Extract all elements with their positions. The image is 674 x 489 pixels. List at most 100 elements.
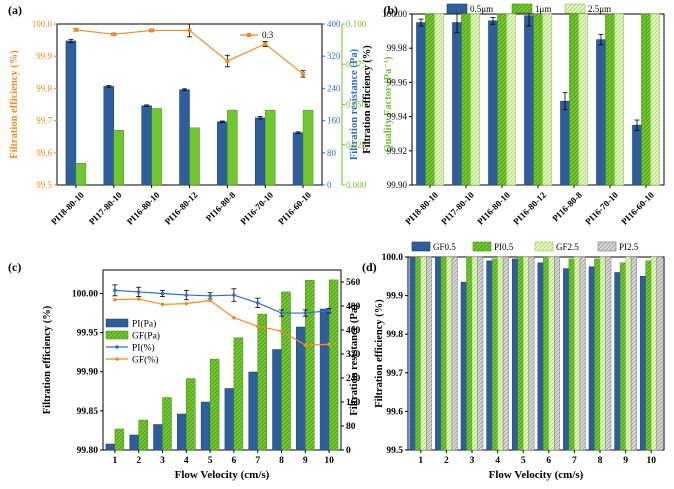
c-gf-pct-point [303,343,308,347]
d-x-tick-label: 4 [495,456,500,466]
d-y-tick-label: 99.7 [386,369,403,379]
d-bar-0 [409,256,416,451]
c-gf-pa-bar [305,279,315,451]
c-gf-pa-bar [114,428,125,451]
b-y-axis-title: Filtration efficiency (%) [362,45,373,154]
c-gf-pa-bar [138,419,148,451]
a-right2-tick-label: 0.050 [346,100,367,110]
d-bar-2 [471,256,478,451]
d-bar-0 [486,260,493,451]
d-bar-3 [579,256,586,451]
a-panel-label: (a) [8,3,22,17]
d-y-tick-label: 99.8 [386,330,403,340]
c-gf-pa-bar [162,397,172,451]
c-panel-label: (c) [8,260,21,274]
a-right2-tick-label: 0.075 [346,59,367,69]
a-resistance-bar [292,132,304,186]
d-plot-frame [407,256,665,451]
a-right2-tick-label: 0.000 [346,180,367,190]
b-bar-2 [578,13,588,186]
c-x-tick-label: 2 [136,456,141,466]
d-bar-3 [477,256,484,451]
a-legend-marker [247,33,251,37]
c-pi-pa-bar [248,371,258,451]
c-left-tick-label: 99.85 [77,407,99,417]
c-right-tick-label: 0 [346,446,351,456]
d-x-tick-label: 7 [572,456,577,466]
c-pi-pa-bar [224,388,235,451]
a-right1-tick-label: 160 [327,116,341,126]
a-right2-tick-label: 0.025 [346,140,367,150]
a-efficiency-point [301,71,306,76]
b-y-tick-label: 99.96 [387,77,408,87]
d-x-axis-title: Flow Velocity (cm/s) [489,469,584,481]
c-plot-frame [102,269,342,451]
b-bar-0 [452,22,462,186]
a-resistance-bar [217,121,228,186]
d-bar-1 [440,256,447,451]
a-x-tick-label: PI18-80-10 [49,190,86,227]
d-bar-0 [435,256,442,451]
c-pi-pa-bar [177,413,187,451]
b-bar-1 [497,13,507,186]
c-x-tick-label: 1 [113,456,118,466]
b-bar-0 [632,124,642,186]
d-bar-3 [426,256,433,451]
c-pi-pct-point [255,301,260,305]
b-y-tick-label: 99.92 [387,146,407,156]
b-bar-1 [569,13,579,186]
c-gf-pct-point [113,297,117,302]
c-x-tick-label: 5 [208,456,213,466]
c-legend-label: GF(Pa) [132,331,160,342]
c-right-tick-label: 320 [346,350,361,360]
c-gf-pct-point [160,302,165,307]
a-left-axis-title: Filtration efficiency (%) [9,50,20,159]
d-bar-2 [522,256,529,451]
a-x-tick-label: PI16-80-12 [163,190,200,227]
c-pi-pct-point [232,293,236,297]
d-x-tick-label: 2 [444,456,449,466]
a-right1-tick-label: 0 [327,180,332,190]
a-efficiency-point [187,28,192,33]
c-pi-pa-bar [129,434,139,451]
d-x-tick-label: 8 [598,456,603,466]
c-pi-pa-bar [319,308,330,451]
c-x-tick-label: 3 [160,456,165,466]
d-y-tick-label: 99.6 [386,407,403,417]
d-x-tick-label: 3 [470,456,475,466]
b-x-tick-label: PI16-70-10 [583,190,620,227]
d-bar-3 [656,256,663,451]
a-left-tick-label: 99.9 [36,51,52,61]
d-bar-1 [415,256,422,451]
a-efficiency-point [225,59,230,64]
d-bar-2 [625,256,632,451]
b-bar-2 [470,13,480,186]
c-left-tick-label: 99.95 [77,329,99,339]
b-x-tick-label: PI16-80-10 [475,190,512,227]
c-right-tick-label: 240 [346,374,361,384]
b-bar-2 [506,13,516,186]
a-right1-tick-label: 320 [327,51,341,61]
a-efficiency-point [73,27,78,32]
a-x-tick-label: PI16-60-10 [276,190,313,227]
a-legend-label: 0.3 [262,30,274,40]
b-bar-2 [614,13,624,186]
d-panel-label: (d) [362,260,377,274]
b-y-tick-label: 99.94 [387,112,408,122]
c-x-axis-title: Flow Velocity (cm/s) [175,469,270,481]
d-bar-2 [446,256,453,451]
d-x-tick-label: 10 [646,456,656,466]
c-x-tick-label: 6 [232,456,237,466]
b-bar-0 [596,39,606,186]
c-gf-pct-point [136,297,141,301]
d-legend-label: PI2.5 [619,242,639,252]
c-right-tick-label: 400 [346,326,361,336]
c-pi-pct-line [114,289,330,314]
b-legend-label: 1μm [535,4,551,14]
c-gf-pct-point [208,298,212,303]
b-legend-label: 0.5μm [470,4,493,14]
c-legend-marker-pi-pct [115,345,119,349]
d-legend-swatch [534,241,554,252]
c-x-tick-label: 4 [184,456,189,466]
c-left-tick-label: 99.80 [77,446,99,456]
